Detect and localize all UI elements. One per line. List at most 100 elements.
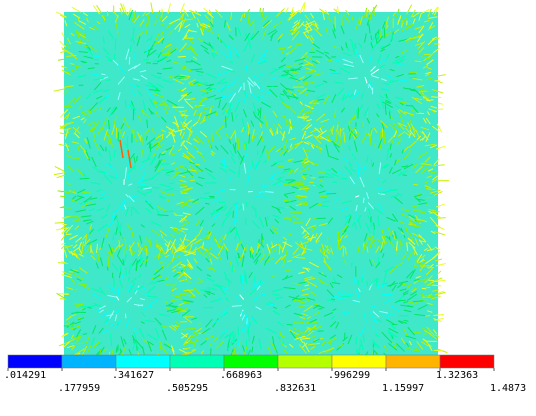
vector-arrow bbox=[352, 299, 360, 303]
vector-arrow bbox=[197, 73, 203, 77]
vector-arrow bbox=[106, 203, 111, 212]
vector-arrow bbox=[301, 288, 310, 292]
vector-arrow bbox=[379, 45, 384, 49]
vector-arrow bbox=[61, 48, 73, 55]
vector-arrow bbox=[355, 289, 361, 300]
vector-arrow bbox=[340, 127, 345, 132]
vector-arrow bbox=[189, 331, 196, 341]
vector-arrow bbox=[388, 327, 399, 334]
vector-arrow bbox=[60, 195, 67, 198]
vector-arrow bbox=[106, 140, 111, 146]
vector-arrow bbox=[245, 315, 248, 324]
vector-arrow bbox=[228, 168, 236, 174]
vector-arrow bbox=[297, 106, 306, 117]
vector-arrow bbox=[218, 49, 228, 59]
vector-arrow bbox=[278, 95, 285, 103]
vector-arrow bbox=[309, 318, 318, 324]
vector-arrow bbox=[424, 330, 432, 335]
vector-arrow bbox=[225, 211, 233, 220]
vector-arrow bbox=[298, 197, 303, 201]
vector-arrow bbox=[291, 11, 298, 18]
vector-arrow bbox=[291, 295, 300, 301]
vector-arrow bbox=[314, 183, 323, 190]
vector-arrow bbox=[389, 143, 392, 150]
vector-arrow bbox=[359, 54, 364, 64]
vector-arrow bbox=[197, 112, 202, 122]
vector-arrow bbox=[426, 326, 435, 336]
vector-arrow bbox=[248, 133, 251, 144]
vector-arrow bbox=[164, 43, 172, 49]
vector-arrow bbox=[398, 280, 409, 284]
vector-arrow bbox=[198, 97, 209, 103]
vector-arrow bbox=[215, 111, 218, 116]
vector-arrow bbox=[242, 109, 247, 118]
vector-arrow bbox=[96, 243, 99, 253]
vector-arrow bbox=[145, 84, 157, 89]
vector-arrow bbox=[58, 293, 69, 296]
vector-arrow bbox=[257, 111, 260, 116]
legend-swatch bbox=[439, 354, 495, 369]
vector-arrow bbox=[289, 211, 301, 214]
vector-arrow bbox=[289, 9, 300, 16]
vector-arrow bbox=[255, 207, 257, 218]
vector-arrow bbox=[363, 233, 368, 242]
vector-arrow bbox=[313, 27, 323, 37]
vector-arrow bbox=[303, 141, 310, 145]
vector-arrow bbox=[178, 13, 184, 21]
vector-arrow bbox=[184, 251, 197, 257]
vector-arrow bbox=[179, 3, 185, 14]
vector-arrow bbox=[435, 263, 446, 267]
vector-arrow bbox=[104, 309, 111, 317]
vector-arrow bbox=[205, 247, 211, 258]
vector-arrow bbox=[226, 22, 231, 31]
vector-arrow bbox=[282, 269, 292, 273]
vector-arrow bbox=[214, 96, 223, 100]
vector-arrow bbox=[226, 248, 229, 260]
vector-arrow bbox=[88, 26, 96, 31]
vector-arrow bbox=[228, 34, 234, 40]
vector-arrow bbox=[326, 169, 331, 172]
vector-arrow bbox=[256, 136, 263, 146]
vector-arrow bbox=[417, 278, 428, 281]
vector-arrow bbox=[174, 116, 180, 128]
vector-arrow bbox=[152, 280, 159, 285]
vector-arrow bbox=[114, 38, 117, 51]
vector-arrow bbox=[89, 197, 98, 200]
vector-arrow bbox=[212, 283, 223, 289]
vector-arrow bbox=[202, 23, 211, 28]
vector-arrow bbox=[218, 284, 226, 295]
vector-arrow bbox=[291, 215, 300, 221]
vector-arrow bbox=[113, 245, 120, 253]
vector-arrow bbox=[262, 15, 269, 21]
vector-arrow bbox=[400, 304, 412, 308]
vector-arrow bbox=[256, 285, 261, 291]
vector-arrow bbox=[120, 3, 125, 14]
vector-arrow bbox=[421, 254, 426, 259]
vector-arrow bbox=[425, 71, 432, 75]
vector-arrow bbox=[87, 44, 98, 52]
vector-arrow bbox=[394, 237, 404, 246]
vector-arrow bbox=[212, 50, 218, 53]
vector-arrow bbox=[369, 277, 379, 286]
vector-arrow bbox=[208, 107, 212, 114]
vector-arrow bbox=[299, 300, 310, 305]
vector-arrow bbox=[229, 53, 233, 63]
vector-arrow bbox=[243, 324, 248, 332]
vector-arrow bbox=[169, 239, 177, 249]
vector-arrow bbox=[140, 321, 145, 324]
vector-arrow bbox=[337, 291, 345, 297]
vector-arrow bbox=[366, 14, 371, 26]
vector-arrow bbox=[146, 38, 151, 42]
vector-arrow bbox=[295, 256, 306, 259]
vector-arrow bbox=[174, 164, 185, 170]
legend-label: .341627 bbox=[112, 370, 154, 381]
vector-arrow bbox=[343, 310, 351, 316]
vector-arrow bbox=[301, 122, 311, 131]
vector-arrow bbox=[322, 80, 328, 84]
vector-arrow bbox=[414, 278, 420, 282]
vector-arrow bbox=[405, 23, 414, 29]
vector-arrow bbox=[194, 10, 200, 15]
vector-arrow bbox=[133, 63, 141, 70]
vector-arrow bbox=[379, 190, 390, 194]
vector-arrow bbox=[279, 93, 285, 96]
